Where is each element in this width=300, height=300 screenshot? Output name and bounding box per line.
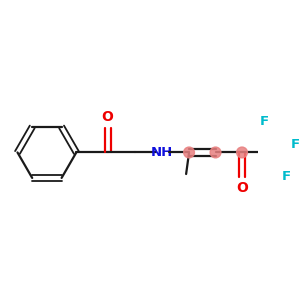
Text: F: F bbox=[291, 138, 300, 151]
Text: NH: NH bbox=[151, 146, 173, 159]
Text: O: O bbox=[236, 181, 248, 195]
Circle shape bbox=[184, 147, 194, 158]
Circle shape bbox=[237, 147, 248, 158]
Circle shape bbox=[210, 147, 221, 158]
Text: O: O bbox=[102, 110, 114, 124]
Text: F: F bbox=[282, 170, 291, 183]
Text: F: F bbox=[260, 115, 269, 128]
